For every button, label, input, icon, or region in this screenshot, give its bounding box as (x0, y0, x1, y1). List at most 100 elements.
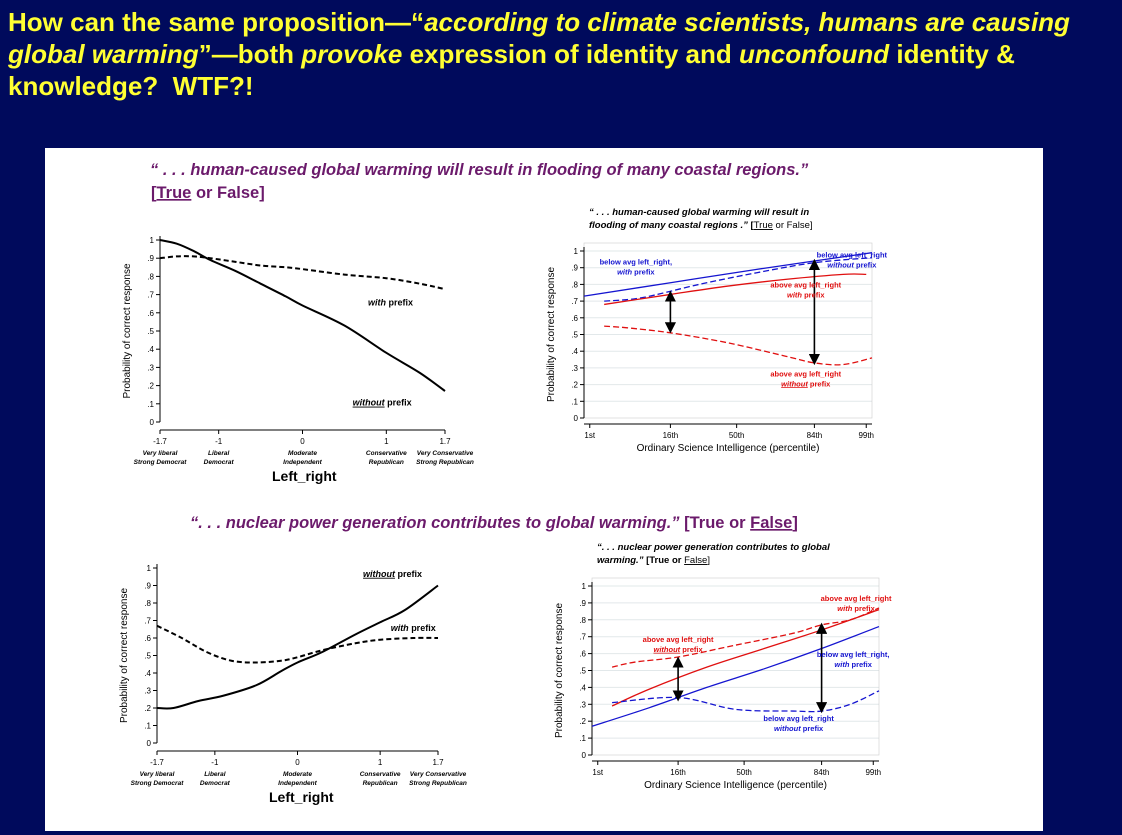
x-tick-label: 50th (736, 768, 752, 777)
chart-title-line: “ . . . human-caused global warming will… (589, 207, 809, 218)
x-axis-label: Left_right (272, 468, 337, 484)
y-tick-label: .7 (147, 291, 154, 300)
y-tick-label: .4 (147, 345, 154, 354)
series-annotation: below avg left_right, (817, 650, 890, 659)
chart-title-line: flooding of many coastal regions .” [Tru… (589, 220, 813, 231)
series-annotation: with prefix (391, 623, 436, 633)
annotation-part: prefix (854, 261, 877, 270)
series-line (611, 607, 880, 668)
x-tick-sublabel: Liberal (204, 771, 226, 778)
y-tick-label: .8 (147, 272, 154, 281)
chart-title-line: warming.” [True or False] (597, 555, 710, 566)
x-tick-label: -1 (215, 437, 223, 446)
figure-canvas: “ . . . human-caused global warming will… (119, 161, 892, 805)
series-annotation: above avg left_right (821, 594, 892, 603)
x-tick-sublabel: Very liberal (143, 450, 178, 457)
charts-group: 0 .1 .2 .3 .4 .5 .6 .7 .8 .9 1 Probability of corre… (119, 207, 892, 805)
top-tf-true: True (157, 184, 192, 202)
x-tick-sublabel: Democrat (204, 459, 235, 466)
y-tick-label: 1 (582, 582, 587, 591)
series-line (612, 690, 880, 713)
series-line (159, 255, 446, 291)
series-line (591, 625, 880, 727)
x-tick-sublabel: Very liberal (140, 771, 175, 778)
y-tick-label: .1 (147, 400, 154, 409)
x-tick-sublabel: Republican (363, 780, 398, 787)
x-tick-sublabel: Independent (278, 780, 317, 787)
y-tick-label: .4 (144, 669, 151, 678)
chart-title-suffix: [True or (643, 555, 684, 566)
annotation-part: above avg left_right (643, 635, 714, 644)
annotation-part: with (391, 623, 409, 633)
x-tick-sublabel: Strong Republican (409, 780, 467, 787)
y-tick-label: .6 (144, 634, 151, 643)
x-tick-label: 0 (295, 758, 300, 767)
series-annotation: above avg left_right (643, 635, 714, 644)
x-tick-label: 1st (584, 431, 595, 440)
x-tick-label: 16th (670, 768, 686, 777)
top-quote: “ . . . human-caused global warming will… (150, 161, 809, 179)
annotation-part: with (617, 267, 632, 276)
annotation-part: prefix (802, 291, 825, 300)
y-tick-label: .4 (579, 683, 586, 692)
bottom-quote: “. . . nuclear power generation contribu… (190, 514, 680, 532)
series-line (156, 584, 439, 710)
x-axis-label: Ordinary Science Intelligence (percentil… (637, 443, 820, 454)
y-tick-label: .8 (571, 280, 578, 289)
chart-title-suffix: [ (748, 220, 755, 231)
y-tick-label: .5 (579, 667, 586, 676)
y-tick-label: .7 (571, 297, 578, 306)
bottom-tf-close: ] (792, 514, 798, 532)
chart-title-suffix: or False] (773, 220, 813, 231)
y-tick-label: 1 (150, 236, 155, 245)
y-tick-label: .6 (147, 309, 154, 318)
y-tick-label: .5 (571, 331, 578, 340)
chart-title-text: warming.” (597, 555, 644, 566)
top-true-false: [True or False] (151, 184, 265, 202)
y-tick-label: 0 (582, 751, 587, 760)
x-tick-label: 16th (663, 431, 679, 440)
annotation-part: without (774, 724, 801, 733)
annotation-part: prefix (852, 604, 875, 613)
series-annotation: with prefix (368, 298, 413, 308)
y-tick-label: .6 (579, 650, 586, 659)
annotation-part: below avg left_right, (817, 650, 890, 659)
annotation-part: with (834, 660, 849, 669)
annotation-part: below avg left_right, (600, 257, 673, 266)
x-tick-sublabel: Strong Republican (416, 459, 474, 466)
annotation-part: with (787, 291, 802, 300)
annotation-part: above avg left_right (770, 281, 841, 290)
chart-bottom-right: 0 .1 .2 .3 .4 .5 .6 .7 .8 .9 1 Probability of corre… (554, 542, 892, 791)
series-line (583, 252, 873, 297)
x-tick-label: 99th (865, 768, 881, 777)
x-tick-label: 1.7 (432, 758, 444, 767)
bottom-tf-prefix: [True or (680, 514, 751, 532)
x-tick-label: 84th (807, 431, 823, 440)
series-annotation: with prefix (837, 604, 875, 613)
y-tick-label: .3 (579, 700, 586, 709)
chart-title-line: “. . . nuclear power generation contribu… (597, 542, 830, 553)
x-tick-sublabel: Conservative (360, 771, 401, 778)
bottom-tf-false: False (750, 514, 792, 532)
y-tick-label: .3 (571, 364, 578, 373)
series-annotation: with prefix (617, 267, 655, 276)
annotation-part: above avg left_right (821, 594, 892, 603)
series-annotation: below avg left_right (763, 714, 834, 723)
series-annotation: without prefix (363, 569, 422, 579)
bottom-quote-line: “. . . nuclear power generation contribu… (190, 514, 798, 532)
y-tick-label: .6 (571, 314, 578, 323)
y-tick-label: .2 (579, 717, 586, 726)
series-line (156, 624, 439, 664)
y-tick-label: 0 (150, 418, 155, 427)
annotation-part: prefix (386, 298, 413, 308)
x-tick-sublabel: Conservative (366, 450, 407, 457)
y-tick-label: 0 (147, 739, 152, 748)
series-annotation: without prefix (781, 379, 831, 388)
y-tick-label: .4 (571, 347, 578, 356)
annotation-part: below avg left_right (763, 714, 834, 723)
y-tick-label: 1 (147, 564, 152, 573)
top-tf-rest: or False] (191, 184, 264, 202)
series-annotation: above avg left_right (770, 281, 841, 290)
x-tick-label: -1 (211, 758, 219, 767)
x-tick-sublabel: Democrat (200, 780, 231, 787)
